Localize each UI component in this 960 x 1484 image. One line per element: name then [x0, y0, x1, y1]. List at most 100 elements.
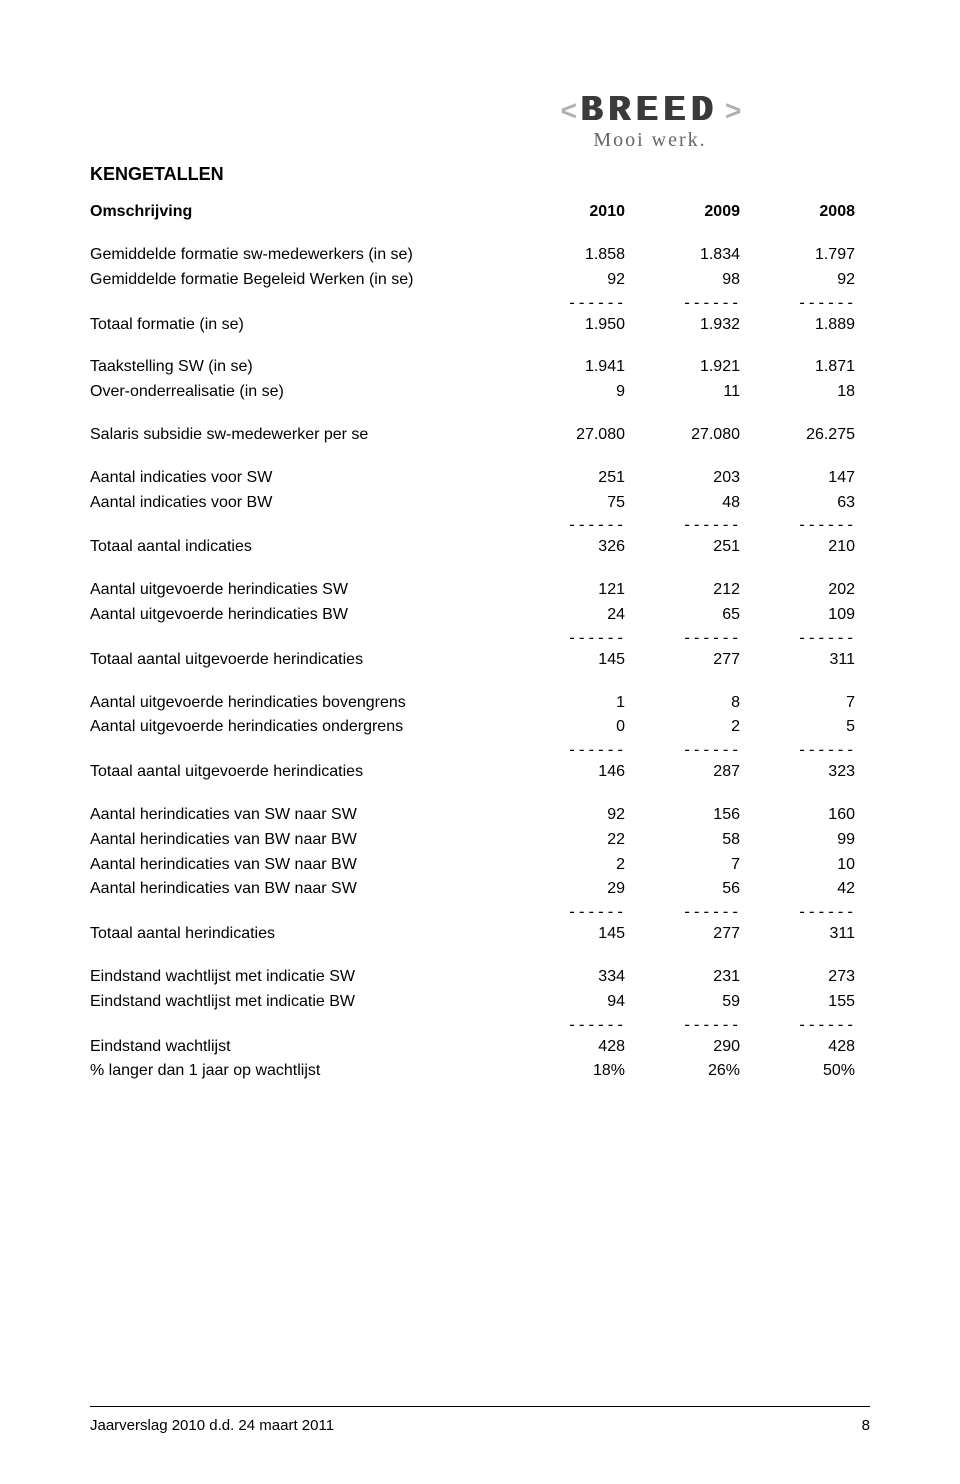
logo-line: < BREED > — [430, 90, 870, 131]
cell: 210 — [750, 535, 865, 560]
row-label: Gemiddelde formatie Begeleid Werken (in … — [90, 268, 520, 293]
dash: ------ — [750, 517, 865, 533]
row-label: Totaal aantal uitgevoerde herindicaties — [90, 760, 520, 785]
row-label: Totaal formatie (in se) — [90, 313, 520, 338]
cell: 98 — [635, 268, 750, 293]
cell: 2 — [635, 715, 750, 740]
table-row: Aantal indicaties voor BW 75 48 63 — [90, 491, 870, 516]
dash-row: ------ ------ ------ — [90, 517, 870, 533]
cell: 156 — [635, 803, 750, 828]
right-chevron-icon: > — [725, 95, 739, 127]
brand-name: BREED — [581, 90, 719, 131]
cell: 203 — [635, 466, 750, 491]
cell: 18% — [520, 1059, 635, 1084]
cell: 42 — [750, 877, 865, 902]
cell: 24 — [520, 603, 635, 628]
footer-left: Jaarverslag 2010 d.d. 24 maart 2011 — [90, 1417, 334, 1434]
cell: 2 — [520, 853, 635, 878]
cell: 1.921 — [635, 355, 750, 380]
cell: 1.889 — [750, 313, 865, 338]
cell: 7 — [635, 853, 750, 878]
header-2009: 2009 — [635, 203, 750, 221]
cell: 334 — [520, 965, 635, 990]
table-row: Aantal uitgevoerde herindicaties BW 24 6… — [90, 603, 870, 628]
cell: 428 — [750, 1035, 865, 1060]
row-label: Eindstand wachtlijst met indicatie SW — [90, 965, 520, 990]
table-row: Taakstelling SW (in se) 1.941 1.921 1.87… — [90, 355, 870, 380]
table-row: Over-onderrealisatie (in se) 9 11 18 — [90, 380, 870, 405]
dash: ------ — [635, 630, 750, 646]
cell: 273 — [750, 965, 865, 990]
header-label: Omschrijving — [90, 203, 520, 221]
row-label: Aantal indicaties voor SW — [90, 466, 520, 491]
cell: 160 — [750, 803, 865, 828]
row-label: Totaal aantal indicaties — [90, 535, 520, 560]
cell: 92 — [520, 268, 635, 293]
table-row: Aantal indicaties voor SW 251 203 147 — [90, 466, 870, 491]
table-row: Aantal uitgevoerde herindicaties bovengr… — [90, 691, 870, 716]
cell: 202 — [750, 578, 865, 603]
cell: 1 — [520, 691, 635, 716]
cell: 287 — [635, 760, 750, 785]
cell: 92 — [520, 803, 635, 828]
cell: 94 — [520, 990, 635, 1015]
row-label: Aantal uitgevoerde herindicaties bovengr… — [90, 691, 520, 716]
header-2010: 2010 — [520, 203, 635, 221]
dash: ------ — [635, 295, 750, 311]
dash: ------ — [520, 517, 635, 533]
cell: 5 — [750, 715, 865, 740]
footer-page-number: 8 — [862, 1417, 870, 1434]
page-footer: Jaarverslag 2010 d.d. 24 maart 2011 8 — [90, 1406, 870, 1434]
table-row: Totaal formatie (in se) 1.950 1.932 1.88… — [90, 313, 870, 338]
row-label: Aantal uitgevoerde herindicaties SW — [90, 578, 520, 603]
table-row: Eindstand wachtlijst met indicatie SW 33… — [90, 965, 870, 990]
row-label: Aantal uitgevoerde herindicaties BW — [90, 603, 520, 628]
dash: ------ — [520, 630, 635, 646]
cell: 145 — [520, 922, 635, 947]
table-header-row: Omschrijving 2010 2009 2008 — [90, 203, 870, 221]
logo-block: < BREED > Mooi werk. — [430, 90, 870, 152]
cell: 1.941 — [520, 355, 635, 380]
dash: ------ — [750, 904, 865, 920]
row-label: Gemiddelde formatie sw-medewerkers (in s… — [90, 243, 520, 268]
cell: 27.080 — [635, 423, 750, 448]
cell: 251 — [635, 535, 750, 560]
row-label: Eindstand wachtlijst met indicatie BW — [90, 990, 520, 1015]
table-row: Totaal aantal indicaties 326 251 210 — [90, 535, 870, 560]
cell: 290 — [635, 1035, 750, 1060]
cell: 48 — [635, 491, 750, 516]
cell: 10 — [750, 853, 865, 878]
left-chevron-icon: < — [561, 95, 575, 127]
dash: ------ — [750, 742, 865, 758]
cell: 18 — [750, 380, 865, 405]
cell: 1.932 — [635, 313, 750, 338]
section-title: KENGETALLEN — [90, 164, 870, 185]
row-label: Aantal indicaties voor BW — [90, 491, 520, 516]
row-label: Totaal aantal herindicaties — [90, 922, 520, 947]
dash-row: ------ ------ ------ — [90, 630, 870, 646]
cell: 121 — [520, 578, 635, 603]
row-label: Eindstand wachtlijst — [90, 1035, 520, 1060]
cell: 147 — [750, 466, 865, 491]
row-label: Aantal herindicaties van BW naar SW — [90, 877, 520, 902]
cell: 11 — [635, 380, 750, 405]
document-page: < BREED > Mooi werk. KENGETALLEN Omschri… — [0, 0, 960, 1484]
table-row: Gemiddelde formatie Begeleid Werken (in … — [90, 268, 870, 293]
row-label: % langer dan 1 jaar op wachtlijst — [90, 1059, 520, 1084]
dash: ------ — [750, 295, 865, 311]
cell: 277 — [635, 648, 750, 673]
table-row: Aantal herindicaties van SW naar BW 2 7 … — [90, 853, 870, 878]
cell: 9 — [520, 380, 635, 405]
cell: 92 — [750, 268, 865, 293]
brand-slogan: Mooi werk. — [430, 129, 870, 152]
dash-row: ------ ------ ------ — [90, 742, 870, 758]
dash: ------ — [635, 904, 750, 920]
cell: 145 — [520, 648, 635, 673]
cell: 212 — [635, 578, 750, 603]
cell: 428 — [520, 1035, 635, 1060]
row-label: Taakstelling SW (in se) — [90, 355, 520, 380]
table-row: Aantal uitgevoerde herindicaties ondergr… — [90, 715, 870, 740]
cell: 58 — [635, 828, 750, 853]
cell: 1.834 — [635, 243, 750, 268]
cell: 1.797 — [750, 243, 865, 268]
